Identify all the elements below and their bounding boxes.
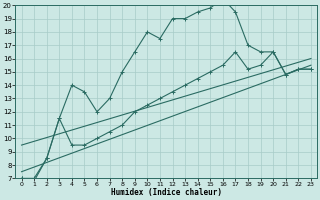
X-axis label: Humidex (Indice chaleur): Humidex (Indice chaleur): [111, 188, 222, 197]
